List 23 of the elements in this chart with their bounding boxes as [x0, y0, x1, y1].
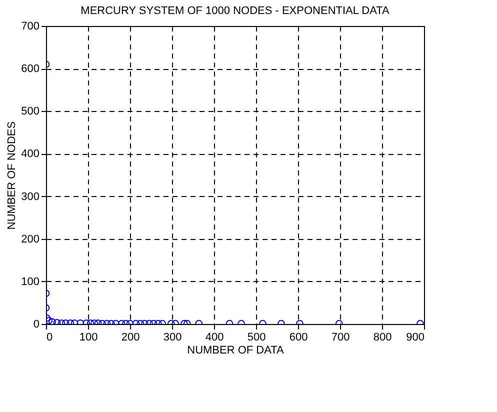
- y-tick-label: 500: [21, 106, 40, 118]
- y-tick-label: 400: [21, 148, 40, 160]
- x-tick-label: 700: [331, 332, 350, 344]
- y-axis-title: NUMBER OF NODES: [6, 121, 18, 230]
- x-tick-label: 600: [289, 332, 308, 344]
- x-tick-label: 200: [121, 332, 140, 344]
- x-tick-label: 100: [79, 332, 98, 344]
- x-tick-label: 800: [373, 332, 392, 344]
- point: [48, 318, 56, 324]
- y-tick-label: 700: [21, 20, 40, 32]
- chart-title: MERCURY SYSTEM OF 1000 NODES - EXPONENTIAL DATA: [80, 5, 390, 17]
- y-tick-label: 0: [33, 318, 40, 330]
- x-tick-label: 0: [46, 332, 53, 344]
- point: [46, 316, 53, 324]
- x-tick-label: 900: [406, 332, 424, 344]
- y-tick-label: 200: [21, 233, 40, 246]
- y-tick-label: 100: [21, 276, 40, 288]
- y-tick-label: 300: [21, 190, 40, 203]
- x-axis-title: NUMBER OF DATA: [187, 344, 285, 356]
- x-tick-label: 400: [205, 332, 224, 344]
- x-tick-label: 500: [247, 332, 266, 344]
- y-tick-label: 600: [21, 63, 40, 76]
- x-tick-label: 300: [163, 332, 182, 344]
